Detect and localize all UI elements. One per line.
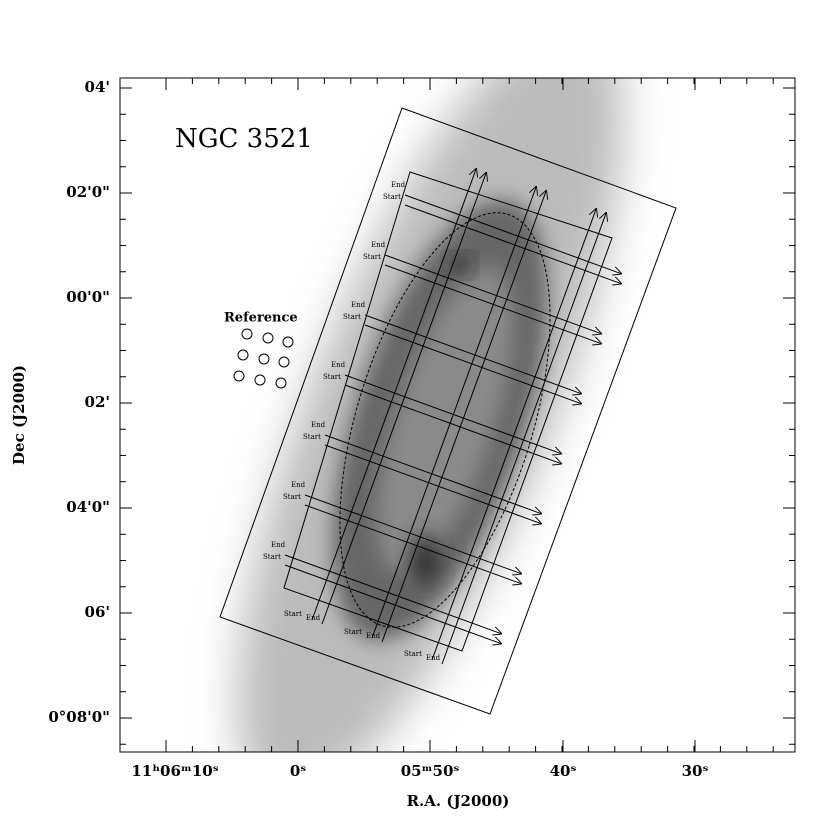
scan-start-label: Start bbox=[344, 628, 362, 636]
y-tick-label: 04' bbox=[85, 78, 110, 96]
scan-end-label: End bbox=[351, 301, 366, 309]
scan-line bbox=[284, 564, 501, 644]
x-axis-label: R.A. (J2000) bbox=[407, 792, 510, 810]
plot-frame bbox=[119, 77, 796, 753]
scan-start-label: Start bbox=[263, 553, 281, 561]
scan-end-label: End bbox=[371, 241, 386, 249]
x-tick-label: 0ˢ bbox=[290, 762, 306, 780]
y-tick-label: 02' bbox=[85, 393, 110, 411]
y-tick-label: 0°08'0" bbox=[48, 708, 110, 726]
scan-end-label: End bbox=[331, 361, 346, 369]
y-tick-label: 00'0" bbox=[66, 288, 110, 306]
scan-end-label: End bbox=[271, 541, 286, 549]
y-tick-label: 02'0" bbox=[66, 183, 110, 201]
scan-end-label: End bbox=[311, 421, 326, 429]
scan-start-label: Start bbox=[303, 433, 321, 441]
scan-line bbox=[404, 194, 621, 274]
scan-end-label: End bbox=[291, 481, 306, 489]
scan-start-label: Start bbox=[363, 253, 381, 261]
scan-line bbox=[304, 504, 521, 584]
scan-start-label: Start bbox=[404, 650, 422, 658]
scan-line bbox=[371, 187, 536, 639]
scan-end-label: End bbox=[426, 654, 441, 662]
scan-line bbox=[364, 324, 581, 404]
y-axis-label: Dec (J2000) bbox=[10, 365, 28, 465]
y-tick-label: 04'0" bbox=[66, 498, 110, 516]
scan-line bbox=[344, 384, 561, 464]
scan-start-label: Start bbox=[323, 373, 341, 381]
scan-area-inner bbox=[283, 171, 613, 652]
scan-start-label: Start bbox=[283, 493, 301, 501]
scan-line bbox=[441, 213, 606, 665]
scan-end-label: End bbox=[366, 632, 381, 640]
figure-title: NGC 3521 bbox=[175, 124, 313, 154]
reference-label: Reference bbox=[224, 311, 298, 326]
scan-line bbox=[381, 191, 546, 643]
scan-start-label: Start bbox=[383, 193, 401, 201]
reference-circles bbox=[233, 328, 294, 389]
x-tick-label: 30ˢ bbox=[682, 762, 709, 780]
scan-end-label: End bbox=[306, 614, 321, 622]
scan-line bbox=[284, 554, 501, 634]
x-tick-label: 40ˢ bbox=[550, 762, 577, 780]
scan-start-label: Start bbox=[343, 313, 361, 321]
x-tick-label: 11ʰ06ᵐ10ˢ bbox=[131, 762, 218, 780]
scan-line bbox=[324, 444, 541, 524]
scan-line bbox=[311, 169, 476, 621]
scan-line bbox=[431, 209, 596, 661]
scan-end-label: End bbox=[391, 181, 406, 189]
scan-start-label: Start bbox=[284, 610, 302, 618]
x-tick-label: 05ᵐ50ˢ bbox=[401, 762, 460, 780]
scan-line bbox=[321, 173, 486, 625]
scan-line bbox=[384, 254, 601, 334]
y-tick-label: 06' bbox=[85, 603, 110, 621]
scan-overlay bbox=[219, 107, 677, 715]
scan-line bbox=[324, 434, 541, 514]
scan-line bbox=[304, 494, 521, 574]
scan-area-outer bbox=[219, 107, 677, 715]
